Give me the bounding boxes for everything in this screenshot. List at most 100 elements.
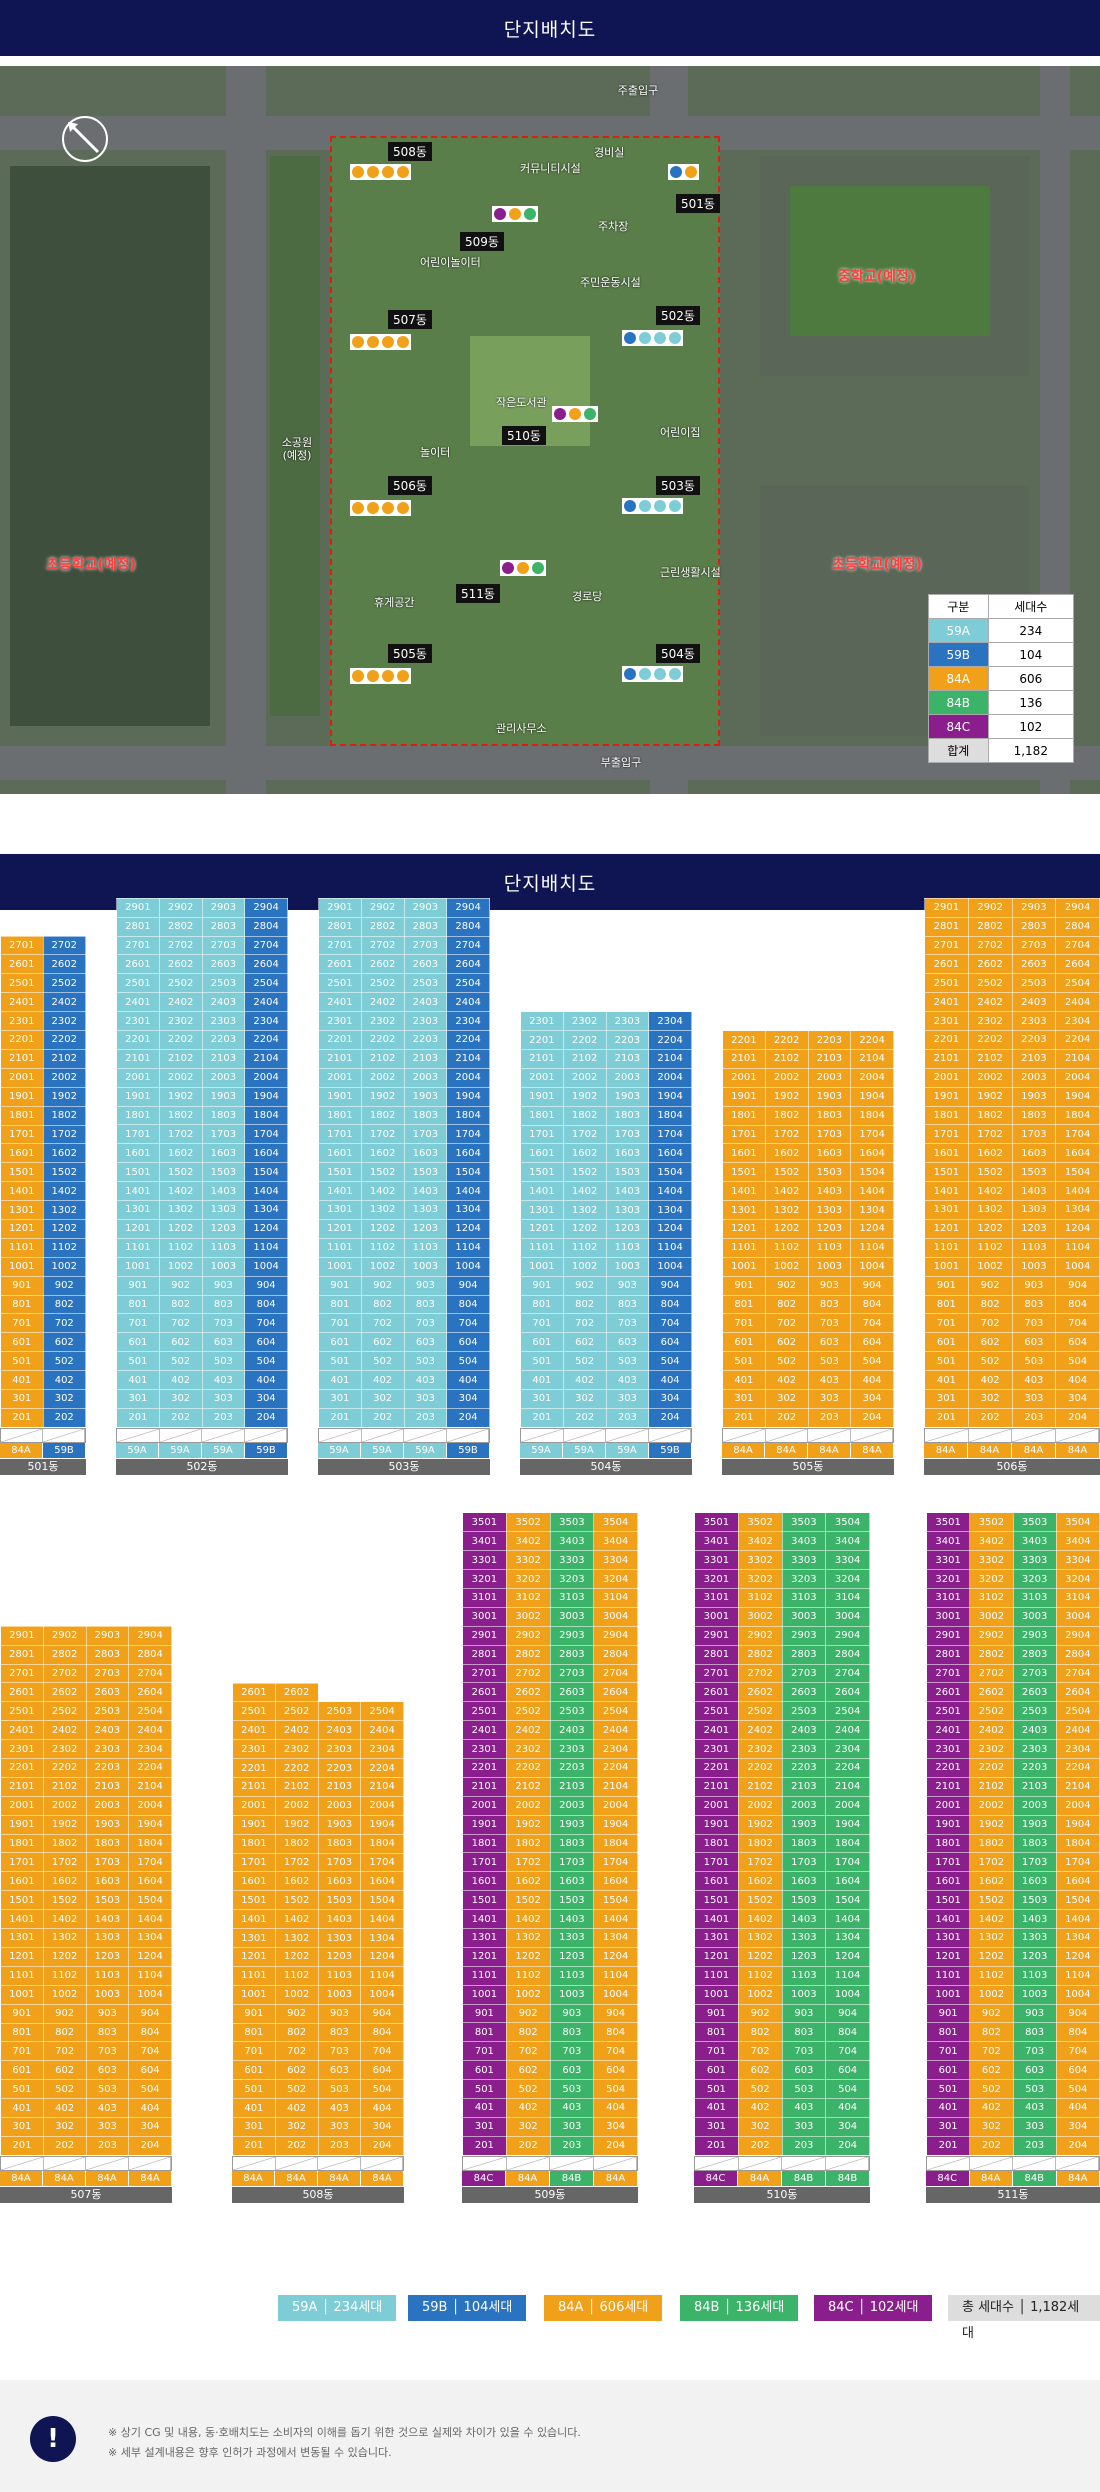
- unit-cell: 504: [360, 2079, 404, 2100]
- unit-cell: 704: [128, 2041, 172, 2062]
- unit-cell: 901: [318, 1275, 362, 1296]
- unit-cell: 1504: [244, 1162, 288, 1183]
- unit-cell: 404: [850, 1370, 894, 1391]
- unit-cell: 1703: [605, 1124, 650, 1145]
- unit-cell: 1104: [1055, 1965, 1100, 1986]
- unit-cell: 1303: [807, 1200, 852, 1220]
- unit-cell: 2804: [128, 1644, 172, 1665]
- unit-cell: 501: [462, 2079, 507, 2099]
- unit-cell: 1901: [722, 1086, 766, 1107]
- piloti-floor: [318, 1427, 490, 1443]
- unit-cell: 2901: [694, 1625, 739, 1646]
- dong-label: 508동: [232, 2186, 404, 2203]
- unit-cell: 401: [0, 1370, 44, 1390]
- building-501: [668, 164, 699, 180]
- unit-cell: 302: [158, 1388, 203, 1409]
- unit-cell: 1602: [42, 1143, 86, 1164]
- unit-cell: 1503: [781, 1890, 827, 1911]
- unit-cell: 1103: [605, 1237, 650, 1258]
- unit-cell: 2204: [1055, 1757, 1100, 1778]
- unit-cell: 1802: [505, 1833, 551, 1854]
- unit-cell: 1202: [737, 1946, 783, 1967]
- unit-cell: 3003: [781, 1606, 827, 1627]
- unit-cell: 1504: [593, 1890, 638, 1911]
- unit-cell: 1002: [967, 1256, 1013, 1277]
- unit-cell: 2204: [850, 1030, 894, 1050]
- unit-cell: 904: [593, 2003, 638, 2024]
- unit-cell: 1404: [128, 1909, 172, 1930]
- unit-cell: 504: [648, 1351, 692, 1372]
- unit-cell: 1902: [158, 1086, 203, 1107]
- unit-cell: 1103: [85, 1965, 130, 1986]
- unit-cell: 1704: [648, 1124, 692, 1145]
- building-506: [350, 500, 411, 516]
- unit-cell: 1201: [925, 1946, 971, 1967]
- unit-cell: 2104: [446, 1048, 490, 1069]
- unit-cell: 1102: [42, 1237, 86, 1258]
- unit-cell: 2604: [244, 954, 288, 975]
- unit-cell: 203: [781, 2135, 827, 2156]
- unit-cell: 2501: [0, 973, 44, 994]
- unit-cell: 1802: [42, 1105, 86, 1126]
- unit-cell: 2301: [0, 1011, 44, 1032]
- unit-cell: 1102: [969, 1965, 1014, 1986]
- unit-cell: 1002: [158, 1256, 203, 1277]
- unit-cell: 2602: [42, 1682, 87, 1703]
- legend-84B: 84B │ 136세대: [680, 2295, 799, 2321]
- unit-cell: 1603: [403, 1143, 448, 1164]
- unit-cell: 703: [85, 2041, 130, 2062]
- unit-cell: 1204: [128, 1946, 172, 1967]
- unit-cell: 604: [360, 2060, 404, 2081]
- unit-cell: 2901: [318, 897, 362, 918]
- unit-cell: 304: [446, 1388, 490, 1409]
- unit-cell: 1403: [403, 1181, 448, 1202]
- unit-cell: 1701: [722, 1124, 766, 1145]
- unit-cell: 1501: [232, 1890, 276, 1911]
- unit-cell: 1401: [924, 1181, 969, 1202]
- unit-cell: 1801: [318, 1105, 362, 1126]
- unit-cell: 801: [722, 1294, 766, 1315]
- unit-cell: 1502: [42, 1162, 86, 1183]
- unit-cell: 1303: [549, 1927, 595, 1948]
- unit-cell: 2403: [1012, 1720, 1057, 1741]
- unit-cell: 3402: [969, 1531, 1014, 1552]
- unit-cell: 301: [924, 1388, 969, 1409]
- unit-cell: 2602: [158, 954, 203, 975]
- unit-cell: 2103: [781, 1776, 827, 1797]
- unit-cell: 804: [593, 2022, 638, 2043]
- unit-cell: 804: [446, 1294, 490, 1315]
- unit-cell: 802: [562, 1294, 607, 1315]
- unit-cell: 2004: [360, 1795, 404, 1816]
- unit-cell: 1102: [764, 1237, 809, 1258]
- unit-cell: 302: [764, 1389, 809, 1409]
- unit-cell: 2601: [232, 1682, 276, 1703]
- unit-cell: 203: [549, 2135, 595, 2156]
- piloti-floor: [924, 1427, 1100, 1443]
- unit-cell: 1901: [924, 1086, 969, 1107]
- unit-cell: 3304: [825, 1550, 870, 1571]
- unit-cell: 2703: [781, 1663, 827, 1684]
- unit-cell: 902: [158, 1275, 203, 1296]
- unit-cell: 1304: [593, 1927, 638, 1948]
- unit-cell: 804: [648, 1294, 692, 1315]
- unit-cell: 601: [0, 1332, 44, 1353]
- unit-cell: 201: [0, 1407, 44, 1428]
- unit-cell: 2103: [1011, 1048, 1057, 1069]
- unit-cell: 1901: [925, 1814, 971, 1835]
- unit-cell: 2402: [42, 992, 86, 1013]
- unit-cell: 302: [360, 1388, 405, 1409]
- facility-label: 어린이집: [660, 426, 701, 439]
- unit-cell: 204: [648, 1407, 692, 1428]
- unit-cell: 1301: [0, 1928, 44, 1948]
- dong-label-501: 501동: [676, 194, 720, 213]
- unit-cell: 2902: [505, 1625, 551, 1646]
- unit-cell: 1201: [924, 1218, 969, 1239]
- unit-cell: 2404: [593, 1720, 638, 1741]
- unit-cell: 901: [462, 2003, 507, 2024]
- type-label: 84A: [1056, 2170, 1100, 2186]
- unit-cell: 1203: [549, 1946, 595, 1967]
- unit-cell: 1804: [593, 1833, 638, 1854]
- unit-cell: 3302: [969, 1550, 1014, 1571]
- unit-cell: 1903: [1011, 1086, 1057, 1107]
- unit-cell: 1401: [318, 1181, 362, 1202]
